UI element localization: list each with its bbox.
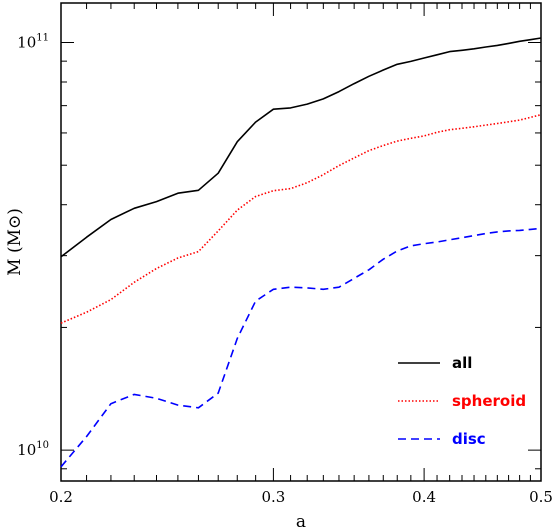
legend-label-all: all [452, 354, 472, 372]
series-line-all [60, 37, 542, 258]
plot-frame [60, 2, 542, 482]
x-tick-label: 0.4 [412, 488, 436, 506]
x-axis-title: a [296, 512, 306, 532]
tick-marks [60, 3, 542, 481]
legend: all spheroid disc [398, 354, 526, 448]
y-tick-label: 1010 [17, 440, 49, 459]
y-axis-title: M (M⊙) [5, 208, 25, 276]
series-lines [60, 37, 542, 468]
series-line-spheroid [60, 113, 542, 324]
x-tick-labels: 0.2 0.3 0.4 0.5 [49, 488, 553, 506]
legend-label-spheroid: spheroid [452, 392, 526, 410]
x-tick-label: 0.2 [49, 488, 73, 506]
x-tick-label: 0.5 [529, 488, 553, 506]
x-tick-label: 0.3 [261, 488, 285, 506]
y-tick-label: 1011 [17, 33, 49, 52]
series-line-disc [60, 227, 542, 468]
legend-label-disc: disc [452, 430, 486, 448]
